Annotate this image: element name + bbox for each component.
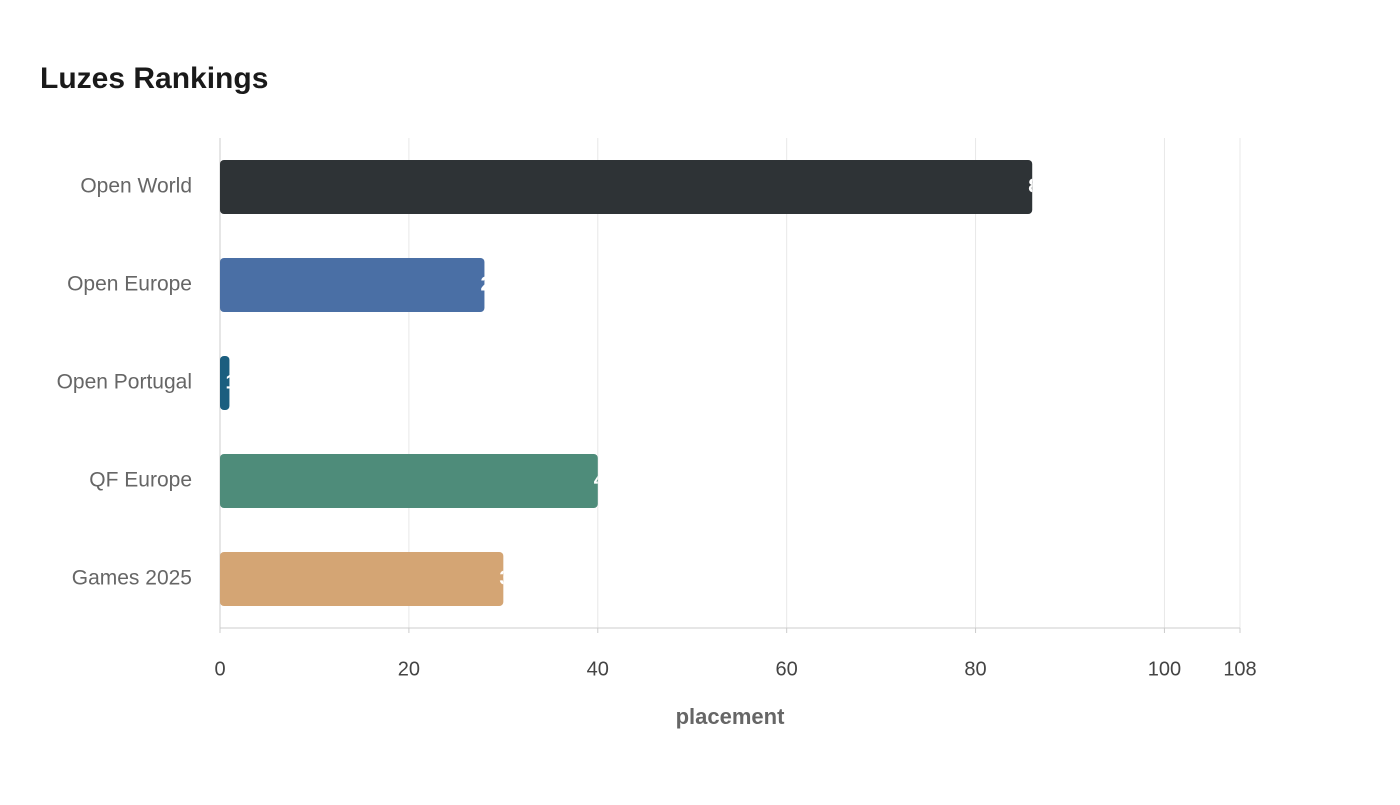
bar: [220, 454, 598, 508]
y-tick-label: Open Europe: [67, 273, 192, 296]
y-tick-label: QF Europe: [89, 469, 192, 492]
x-tick-label: 100: [1148, 658, 1181, 680]
y-tick-label: Games 2025: [72, 567, 192, 590]
bar: [220, 552, 504, 606]
value-label: 40: [594, 469, 616, 491]
value-label: 28: [480, 273, 502, 295]
value-label: 1: [225, 371, 236, 393]
x-tick-label: 60: [776, 658, 798, 680]
value-label: 30: [499, 567, 521, 589]
x-tick-label: 80: [964, 658, 986, 680]
chart-title: Luzes Rankings: [40, 62, 268, 95]
y-tick-label: Open Portugal: [57, 371, 192, 394]
x-tick-label: 108: [1223, 658, 1256, 680]
x-axis-title: placement: [676, 704, 785, 729]
x-tick-label: 20: [398, 658, 420, 680]
x-tick-label: 0: [214, 658, 225, 680]
bar: [220, 160, 1033, 214]
bar: [220, 356, 230, 410]
value-label: 86: [1028, 175, 1050, 197]
bar: [220, 258, 485, 312]
x-tick-label: 40: [587, 658, 609, 680]
y-tick-label: Open World: [80, 175, 192, 198]
